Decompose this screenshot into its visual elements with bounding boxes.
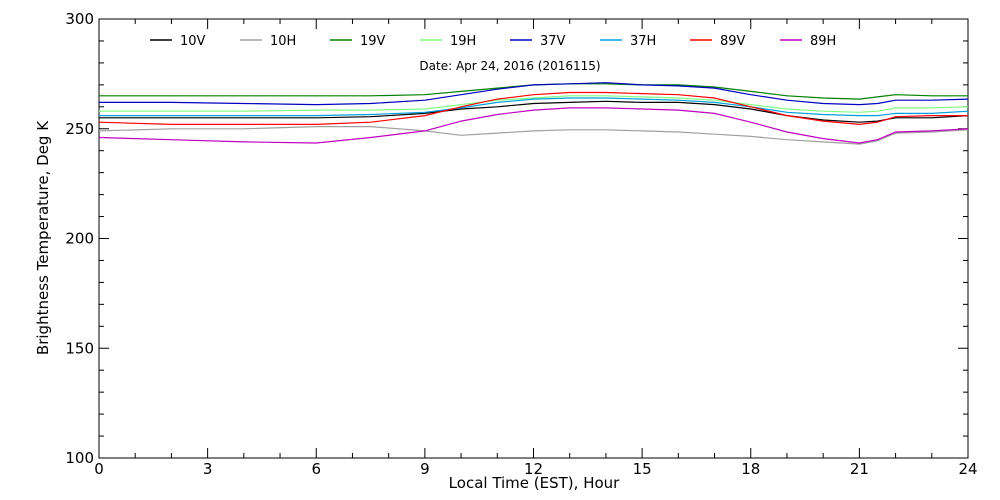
- legend-label-89v: 89V: [720, 34, 746, 49]
- series-line-89v: [98, 91, 968, 126]
- y-tick-label: 150: [65, 339, 94, 357]
- legend-label-89h: 89H: [810, 34, 836, 49]
- y-tick-label: 100: [65, 449, 94, 467]
- x-tick-label: 3: [203, 460, 213, 478]
- x-tick-label: 0: [94, 460, 104, 478]
- y-axis-label: Brightness Temperature, Deg K: [34, 120, 52, 355]
- legend-label-10h: 10H: [270, 34, 296, 49]
- x-tick-label: 12: [524, 460, 543, 478]
- series-line-19h: [99, 95, 969, 113]
- y-tick-label: 300: [65, 10, 94, 28]
- x-tick-label: 9: [420, 460, 430, 478]
- y-tick-label: 250: [65, 120, 94, 138]
- legend-label-19v: 19V: [360, 34, 386, 49]
- series-lines: [98, 82, 969, 145]
- x-tick-label: 21: [850, 460, 869, 478]
- legend-label-37v: 37V: [540, 34, 566, 49]
- legend-label-10v: 10V: [180, 34, 206, 49]
- series-line-10h: [98, 125, 969, 145]
- x-axis-label: Local Time (EST), Hour: [449, 474, 620, 492]
- series-line-10v: [99, 100, 969, 123]
- legend: 10V 10H 19V 19H 37V 37H 89V 89H: [150, 34, 836, 49]
- x-tick-label: 24: [958, 460, 977, 478]
- x-tick-label: 6: [311, 460, 321, 478]
- series-line-19v: [99, 83, 968, 100]
- legend-label-19h: 19H: [450, 34, 476, 49]
- chart-title: Date: Apr 24, 2016 (2016115): [419, 59, 600, 73]
- series-line-37h: [99, 97, 969, 117]
- x-tick-label: 15: [633, 460, 652, 478]
- series-line-37v: [99, 82, 969, 106]
- series-line-89h: [98, 107, 969, 144]
- legend-label-37h: 37H: [630, 34, 656, 49]
- axis-tick-labels: 0 3 6 9 12 15 18 21 24 100 150 200 250 300: [65, 10, 977, 478]
- axis-ticks: [98, 18, 969, 459]
- y-tick-label: 200: [65, 230, 94, 248]
- x-tick-label: 18: [741, 460, 760, 478]
